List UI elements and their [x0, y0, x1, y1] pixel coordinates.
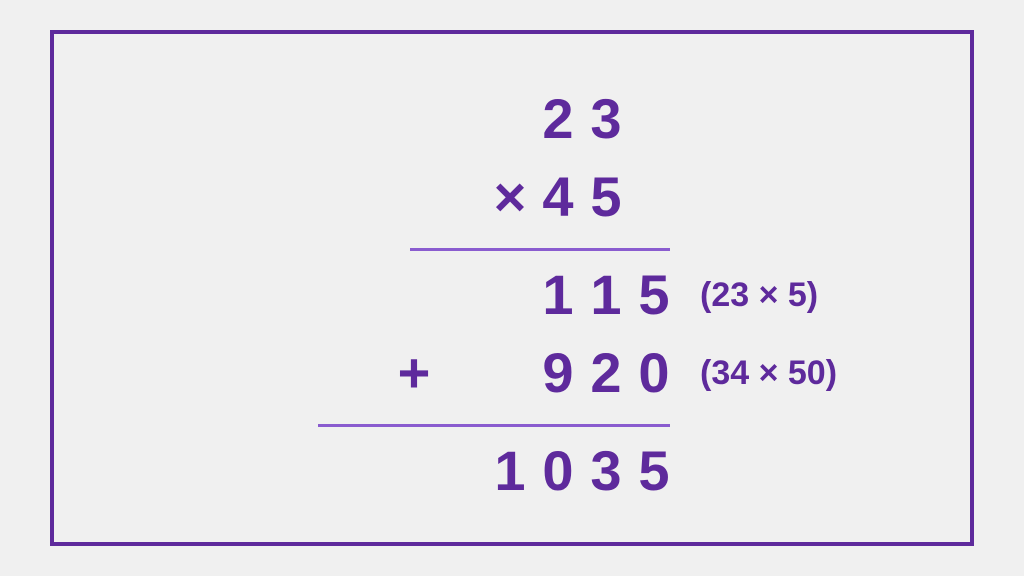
- digit-r3c4: 2: [582, 340, 630, 405]
- digit-r0c3: 2: [534, 86, 582, 151]
- annotation-partial2: (34 × 50): [700, 354, 837, 393]
- digit-r2c4: 1: [582, 262, 630, 327]
- digit-r3c3: 9: [534, 340, 582, 405]
- digit-r2c3: 1: [534, 262, 582, 327]
- annotation-partial1: (23 × 5): [700, 276, 818, 315]
- digit-r1c3: 4: [534, 164, 582, 229]
- rule-rule1: [410, 248, 670, 251]
- digit-r3c5: 0: [630, 340, 678, 405]
- digit-r4c4: 3: [582, 438, 630, 503]
- digit-r4c2: 1: [486, 438, 534, 503]
- digit-r4c3: 0: [534, 438, 582, 503]
- digit-r0c4: 3: [582, 86, 630, 151]
- operator-plus: +: [390, 340, 438, 405]
- digit-r1c4: 5: [582, 164, 630, 229]
- digit-r4c5: 5: [630, 438, 678, 503]
- operator-multiply: ×: [486, 164, 534, 229]
- digit-r2c5: 5: [630, 262, 678, 327]
- rule-rule2: [318, 424, 670, 427]
